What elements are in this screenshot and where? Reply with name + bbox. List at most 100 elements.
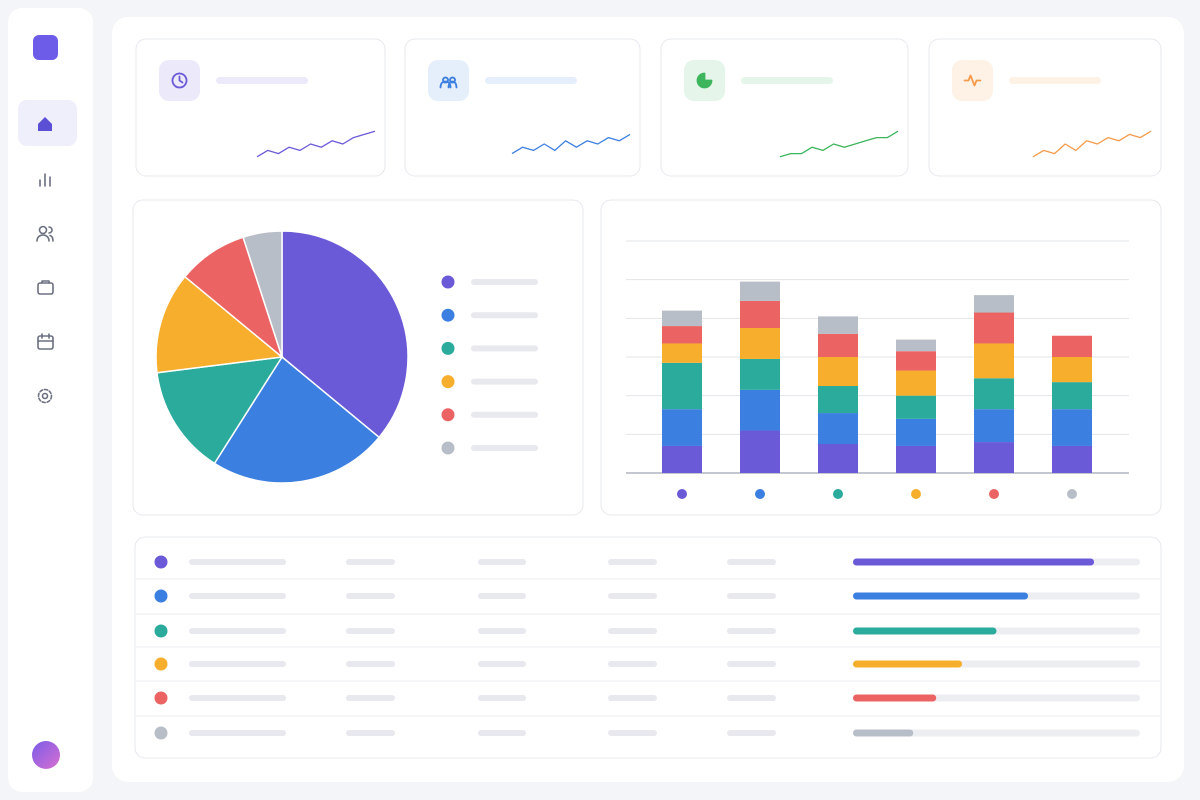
placeholder [608, 628, 657, 634]
placeholder [346, 559, 395, 565]
legend-dot [441, 341, 455, 355]
bar-segment [896, 370, 936, 396]
bar-segment [818, 333, 858, 357]
bar-segment [896, 445, 936, 473]
placeholder [608, 661, 657, 667]
placeholder [216, 77, 308, 84]
category-dot [911, 489, 921, 499]
bar-segment [1052, 357, 1092, 383]
kpi-icon [171, 72, 188, 89]
placeholder [727, 661, 776, 667]
pie-slice [213, 355, 381, 484]
legend-dot [441, 308, 455, 322]
nav-calendar[interactable] [37, 333, 54, 350]
sparkline [511, 133, 631, 155]
bar-segment [974, 409, 1014, 443]
bar-segment [974, 378, 1014, 410]
progress-track [853, 729, 1140, 737]
legend-dot [441, 441, 455, 455]
bar-segment [662, 343, 702, 363]
kpi-card [135, 38, 386, 177]
placeholder [471, 279, 538, 285]
nav-settings[interactable] [37, 388, 53, 404]
bar-segment [662, 409, 702, 446]
placeholder [346, 661, 395, 667]
kpi-icon [963, 74, 982, 87]
placeholder [346, 695, 395, 701]
kpi-icon [696, 72, 713, 89]
category-dot [677, 489, 687, 499]
category-dot [1067, 489, 1077, 499]
pie-slice [156, 356, 284, 465]
bar-segment [740, 389, 780, 431]
progress-fill [853, 558, 1095, 566]
placeholder [346, 628, 395, 634]
bar-segment [974, 442, 1014, 473]
nav-briefcase[interactable] [37, 280, 54, 295]
progress-fill [853, 660, 963, 668]
placeholder [478, 730, 526, 736]
placeholder [189, 628, 286, 634]
bar-segment [974, 343, 1014, 379]
bar-segment [974, 312, 1014, 344]
placeholder [485, 77, 577, 84]
avatar[interactable] [32, 741, 60, 769]
bar-segment [1052, 382, 1092, 410]
placeholder [471, 445, 538, 451]
bar-segment [740, 300, 780, 328]
kpi-card [660, 38, 909, 177]
nav-home[interactable] [38, 117, 52, 131]
sidebar [8, 8, 93, 792]
bar-segment [896, 395, 936, 419]
progress-fill [853, 592, 1029, 600]
bar-segment [740, 358, 780, 390]
placeholder [727, 593, 776, 599]
bar-segment [1052, 445, 1092, 473]
placeholder [471, 378, 538, 385]
pie-slice [242, 230, 283, 358]
row-dot [154, 657, 168, 671]
sparkline [779, 130, 899, 158]
placeholder [189, 593, 286, 599]
bar-segment [818, 386, 858, 414]
bar-segment [818, 444, 858, 473]
row-dot [154, 726, 168, 740]
placeholder [471, 411, 538, 418]
nav-analytics[interactable] [39, 173, 51, 187]
bar-segment [974, 295, 1014, 313]
bar-segment [1052, 409, 1092, 446]
bar-segment [740, 328, 780, 359]
placeholder [478, 661, 526, 667]
bar-segment [818, 316, 858, 334]
legend-dot [441, 275, 455, 289]
placeholder [727, 628, 776, 634]
logo[interactable] [33, 35, 58, 60]
placeholder [478, 559, 526, 565]
pie-slice [281, 230, 409, 439]
placeholder [346, 593, 395, 599]
progress-fill [853, 627, 997, 635]
bar-segment [740, 281, 780, 301]
row-dot [154, 555, 168, 569]
bar-segment [740, 430, 780, 473]
bar-segment [662, 310, 702, 327]
placeholder [471, 312, 538, 319]
nav-users[interactable] [36, 225, 54, 242]
category-dot [833, 489, 843, 499]
placeholder [608, 593, 657, 599]
category-dot [989, 489, 999, 499]
category-dot [755, 489, 765, 499]
placeholder [478, 593, 526, 599]
bar-segment [896, 339, 936, 352]
bar-segment [662, 362, 702, 410]
placeholder [741, 77, 833, 84]
placeholder [189, 695, 286, 701]
placeholder [1009, 77, 1101, 84]
kpi-card [404, 38, 641, 177]
bar-segment [818, 413, 858, 444]
row-dot [154, 589, 168, 603]
bar-segment [896, 418, 936, 446]
bar-segment [662, 326, 702, 344]
